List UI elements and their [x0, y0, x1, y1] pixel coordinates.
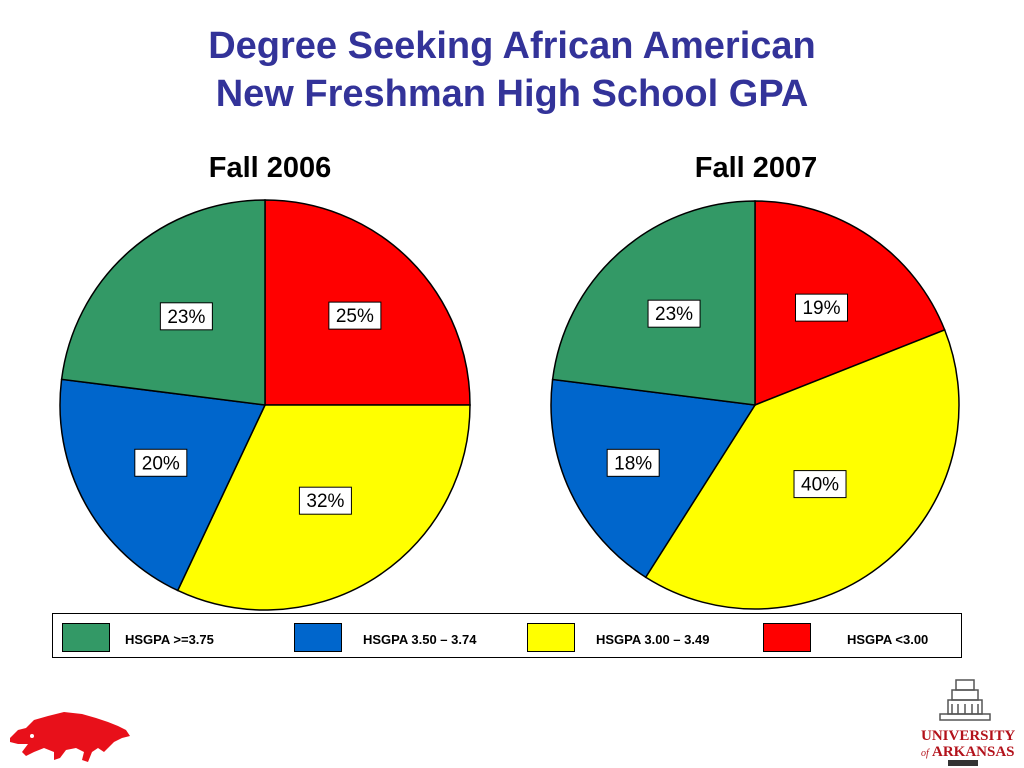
pie-0-label-2: 20%	[134, 448, 188, 477]
svg-text:23%: 23%	[167, 307, 205, 328]
logo-text-of: of	[921, 748, 930, 759]
svg-text:19%: 19%	[802, 298, 840, 319]
legend-swatch-4	[763, 623, 811, 652]
svg-text:23%: 23%	[655, 304, 693, 325]
legend-swatch-3	[527, 623, 575, 652]
pie-1-slice-1	[644, 328, 960, 610]
svg-text:20%: 20%	[142, 453, 180, 474]
page-title: Degree Seeking African American New Fres…	[0, 22, 1024, 118]
legend-label-1: HSGPA >=3.75	[125, 632, 214, 647]
chart-title-fall-2007: Fall 2007	[694, 152, 818, 184]
title-line-2: New Freshman High School GPA	[215, 73, 809, 115]
legend-swatch-1	[62, 623, 110, 652]
legend-label-3: HSGPA 3.00 – 3.49	[596, 632, 710, 647]
pie-1-slice-2	[550, 378, 757, 579]
svg-text:18%: 18%	[614, 453, 652, 474]
legend-label-4: HSGPA <3.00	[847, 632, 929, 647]
pie-0-label-0: 25%	[328, 301, 382, 330]
title-line-1: Degree Seeking African American	[208, 25, 816, 67]
pie-0-label-1: 32%	[298, 486, 352, 515]
pie-1-label-1: 40%	[793, 470, 847, 499]
legend: HSGPA >=3.75 HSGPA 3.50 – 3.74 HSGPA 3.0…	[52, 613, 962, 658]
pie-1-label-2: 18%	[606, 448, 660, 477]
logo-text-university: UNIVERSITY	[921, 728, 1015, 744]
chart-title-fall-2006: Fall 2006	[208, 152, 332, 184]
pie-0-slice-2	[59, 378, 267, 592]
svg-text:25%: 25%	[336, 306, 374, 327]
pie-0-label-3: 23%	[159, 302, 213, 331]
svg-text:40%: 40%	[801, 475, 839, 496]
legend-swatch-2	[294, 623, 342, 652]
pie-1-label-3: 23%	[647, 299, 701, 328]
pie-charts: 25% 32% 20% 23% 19% 40% 18% 23%	[59, 199, 960, 611]
pie-1-slice-0	[754, 200, 946, 407]
pie-1-label-0: 19%	[795, 293, 849, 322]
razorback-hog-logo	[10, 712, 130, 762]
university-of-arkansas-logo: UNIVERSITY of ARKANSAS	[921, 679, 1015, 766]
logo-text-arkansas: ARKANSAS	[932, 744, 1015, 760]
svg-text:32%: 32%	[306, 491, 344, 512]
legend-label-2: HSGPA 3.50 – 3.74	[363, 632, 477, 647]
